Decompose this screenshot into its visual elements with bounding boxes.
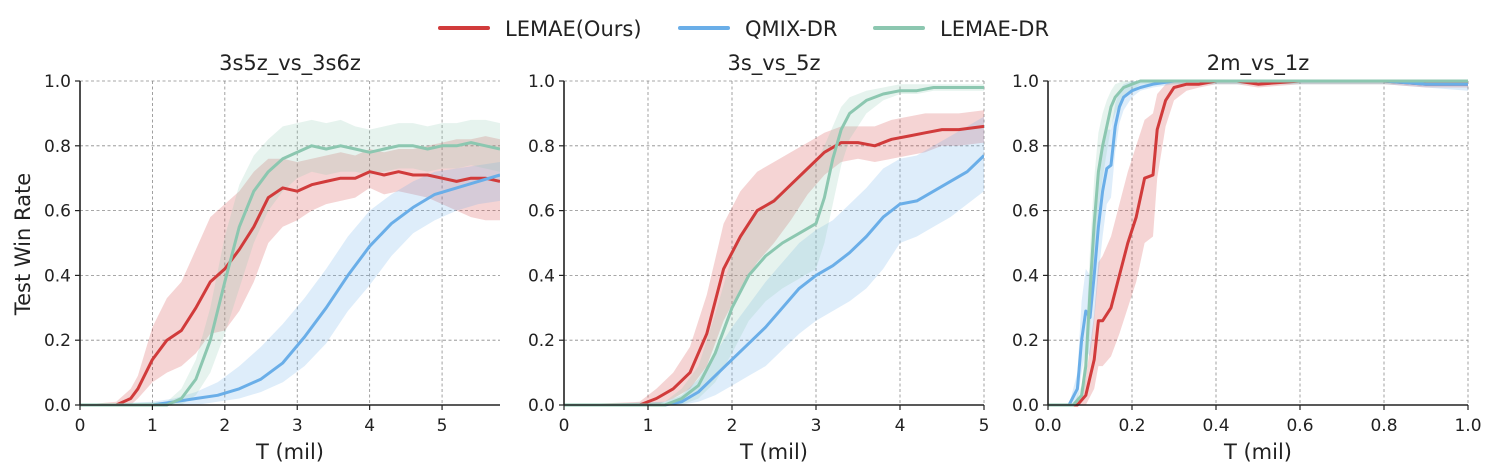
band-qmix-dr xyxy=(564,116,984,405)
y-tick-label: 1.0 xyxy=(44,72,71,92)
panel-title: 3s_vs_5z xyxy=(727,51,820,76)
y-tick-label: 0.2 xyxy=(44,331,71,351)
legend-label-lemae-ours: LEMAE(Ours) xyxy=(505,17,642,41)
legend-item-qmix-dr: QMIX-DR xyxy=(678,17,838,41)
x-tick-label: 5 xyxy=(979,416,990,436)
x-tick-label: 0.4 xyxy=(1202,416,1229,436)
x-tick-label: 5 xyxy=(437,416,448,436)
y-tick-label: 0.6 xyxy=(44,202,71,222)
x-tick-label: 0.8 xyxy=(1370,416,1397,436)
line-lemae-dr xyxy=(1048,79,1468,407)
legend-item-lemae-ours: LEMAE(Ours) xyxy=(438,17,642,41)
x-tick-label: 3 xyxy=(292,416,303,436)
plot-area xyxy=(1048,79,1468,407)
line-qmix-dr xyxy=(564,154,984,407)
legend: LEMAE(Ours) QMIX-DR LEMAE-DR xyxy=(438,17,1049,41)
panel-3s-vs-5z: 3s_vs_5z 0 1 2 3 4 5 0.0 0.2 0.4 0.6 0.8 1.0 T (mil) xyxy=(528,51,989,464)
x-tick-label: 2 xyxy=(219,416,230,436)
line-qmix-dr xyxy=(80,173,500,407)
y-tick-label: 0.2 xyxy=(1012,331,1039,351)
y-tick-label: 0.0 xyxy=(1012,396,1039,416)
x-tick-label: 4 xyxy=(364,416,375,436)
x-tick-label: 1.0 xyxy=(1454,416,1481,436)
y-tick-label: 1.0 xyxy=(1012,72,1039,92)
band-lemae-ours xyxy=(564,110,984,405)
x-axis-label: T (mil) xyxy=(1223,440,1292,464)
x-tick-label: 0.6 xyxy=(1286,416,1313,436)
x-tick-label: 0 xyxy=(559,416,570,436)
panel-3s5z-vs-3s6z: 3s5z_vs_3s6z 0 1 2 3 4 5 0.0 0.2 0.4 0.6 0.8 1.0 T (m… xyxy=(44,51,500,464)
x-tick-label: 3 xyxy=(811,416,822,436)
panel-title: 2m_vs_1z xyxy=(1207,51,1310,76)
line-lemae-ours xyxy=(564,124,984,407)
x-tick-label: 1 xyxy=(147,416,158,436)
y-tick-label: 0.0 xyxy=(528,396,555,416)
plot-area xyxy=(80,119,500,407)
y-axis-label: Test Win Rate xyxy=(11,173,35,316)
y-tick-label: 0.0 xyxy=(44,396,71,416)
line-lemae-dr xyxy=(80,141,500,407)
x-tick-label: 1 xyxy=(643,416,654,436)
legend-label-lemae-dr: LEMAE-DR xyxy=(940,17,1049,41)
band-lemae-dr xyxy=(564,84,984,405)
band-lemae-ours xyxy=(80,136,500,405)
y-tick-label: 0.8 xyxy=(528,137,555,157)
legend-label-qmix-dr: QMIX-DR xyxy=(745,17,838,41)
y-tick-label: 0.2 xyxy=(528,331,555,351)
grid xyxy=(564,80,985,405)
y-tick-label: 0.4 xyxy=(528,266,555,286)
plot-area xyxy=(564,84,984,407)
y-tick-label: 0.6 xyxy=(528,202,555,222)
legend-item-lemae-dr: LEMAE-DR xyxy=(873,17,1049,41)
x-tick-label: 0.2 xyxy=(1118,416,1145,436)
x-tick-label: 0 xyxy=(75,416,86,436)
panel-title: 3s5z_vs_3s6z xyxy=(219,51,361,76)
y-tick-label: 0.8 xyxy=(1012,137,1039,157)
y-tick-label: 0.4 xyxy=(44,266,71,286)
x-axis-label: T (mil) xyxy=(255,440,324,464)
line-lemae-ours xyxy=(80,170,500,407)
grid xyxy=(80,80,500,405)
y-tick-label: 1.0 xyxy=(528,72,555,92)
y-tick-label: 0.4 xyxy=(1012,266,1039,286)
y-tick-label: 0.8 xyxy=(44,137,71,157)
line-lemae-dr xyxy=(564,86,984,407)
band-lemae-dr xyxy=(80,119,500,406)
x-tick-label: 0.0 xyxy=(1034,416,1061,436)
y-tick-label: 0.6 xyxy=(1012,202,1039,222)
x-axis-label: T (mil) xyxy=(739,440,808,464)
panel-2m-vs-1z: 2m_vs_1z 0.0 0.2 0.4 0.6 0.8 1.0 0.0 0.2 0.4 0.6 0.… xyxy=(1012,51,1482,464)
x-tick-label: 4 xyxy=(895,416,906,436)
x-tick-label: 2 xyxy=(727,416,738,436)
